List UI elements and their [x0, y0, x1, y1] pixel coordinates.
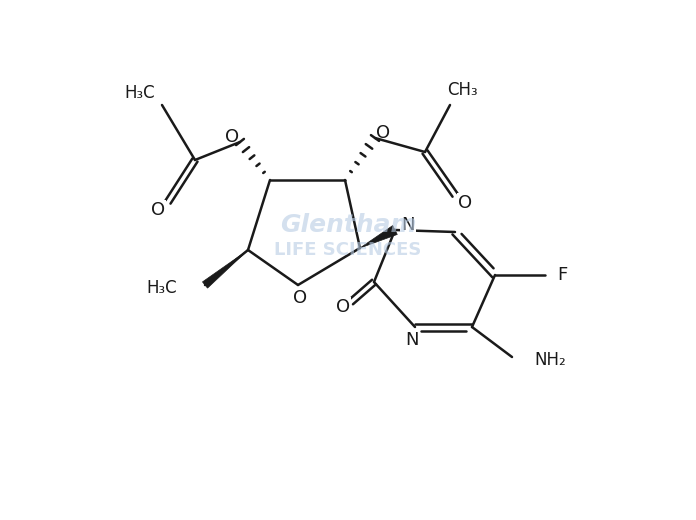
- Text: N: N: [405, 331, 419, 349]
- Text: O: O: [225, 128, 239, 146]
- Text: Glentham: Glentham: [280, 213, 416, 237]
- Text: O: O: [293, 289, 307, 307]
- Text: O: O: [151, 201, 165, 219]
- Polygon shape: [360, 226, 397, 248]
- Text: H₃C: H₃C: [146, 279, 177, 297]
- Text: O: O: [458, 194, 472, 212]
- Polygon shape: [203, 250, 248, 288]
- Text: NH₂: NH₂: [534, 351, 566, 369]
- Text: CH₃: CH₃: [447, 81, 477, 99]
- Text: O: O: [376, 124, 390, 142]
- Text: N: N: [402, 216, 415, 234]
- Text: LIFE SCIENCES: LIFE SCIENCES: [274, 241, 422, 259]
- Text: O: O: [336, 298, 350, 316]
- Text: F: F: [557, 266, 567, 284]
- Text: H₃C: H₃C: [125, 84, 155, 102]
